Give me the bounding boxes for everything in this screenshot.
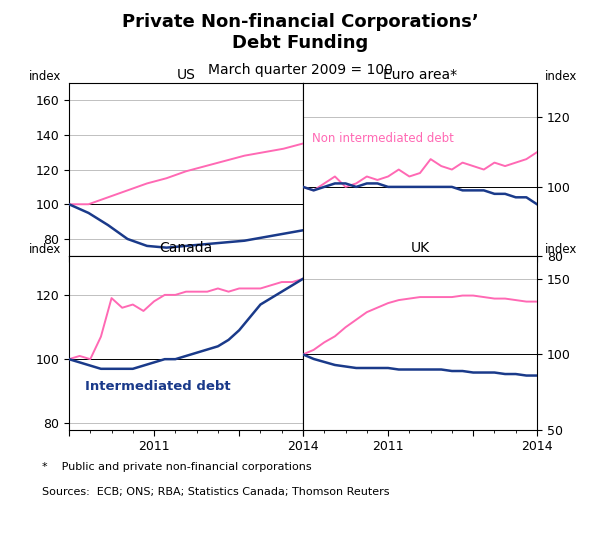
Text: index: index bbox=[29, 70, 62, 83]
Text: Sources:  ECB; ONS; RBA; Statistics Canada; Thomson Reuters: Sources: ECB; ONS; RBA; Statistics Canad… bbox=[42, 487, 389, 497]
Text: Private Non-financial Corporations’
Debt Funding: Private Non-financial Corporations’ Debt… bbox=[122, 13, 478, 52]
Title: US: US bbox=[176, 68, 196, 82]
Text: Non intermediated debt: Non intermediated debt bbox=[313, 132, 454, 145]
Text: index: index bbox=[544, 244, 577, 256]
Text: index: index bbox=[29, 244, 62, 256]
Text: March quarter 2009 = 100: March quarter 2009 = 100 bbox=[208, 63, 392, 77]
Title: UK: UK bbox=[410, 241, 430, 255]
Title: Canada: Canada bbox=[160, 241, 212, 255]
Text: *    Public and private non-financial corporations: * Public and private non-financial corpo… bbox=[42, 462, 311, 472]
Text: index: index bbox=[544, 70, 577, 83]
Title: Euro area*: Euro area* bbox=[383, 68, 457, 82]
Text: Intermediated debt: Intermediated debt bbox=[85, 380, 231, 393]
